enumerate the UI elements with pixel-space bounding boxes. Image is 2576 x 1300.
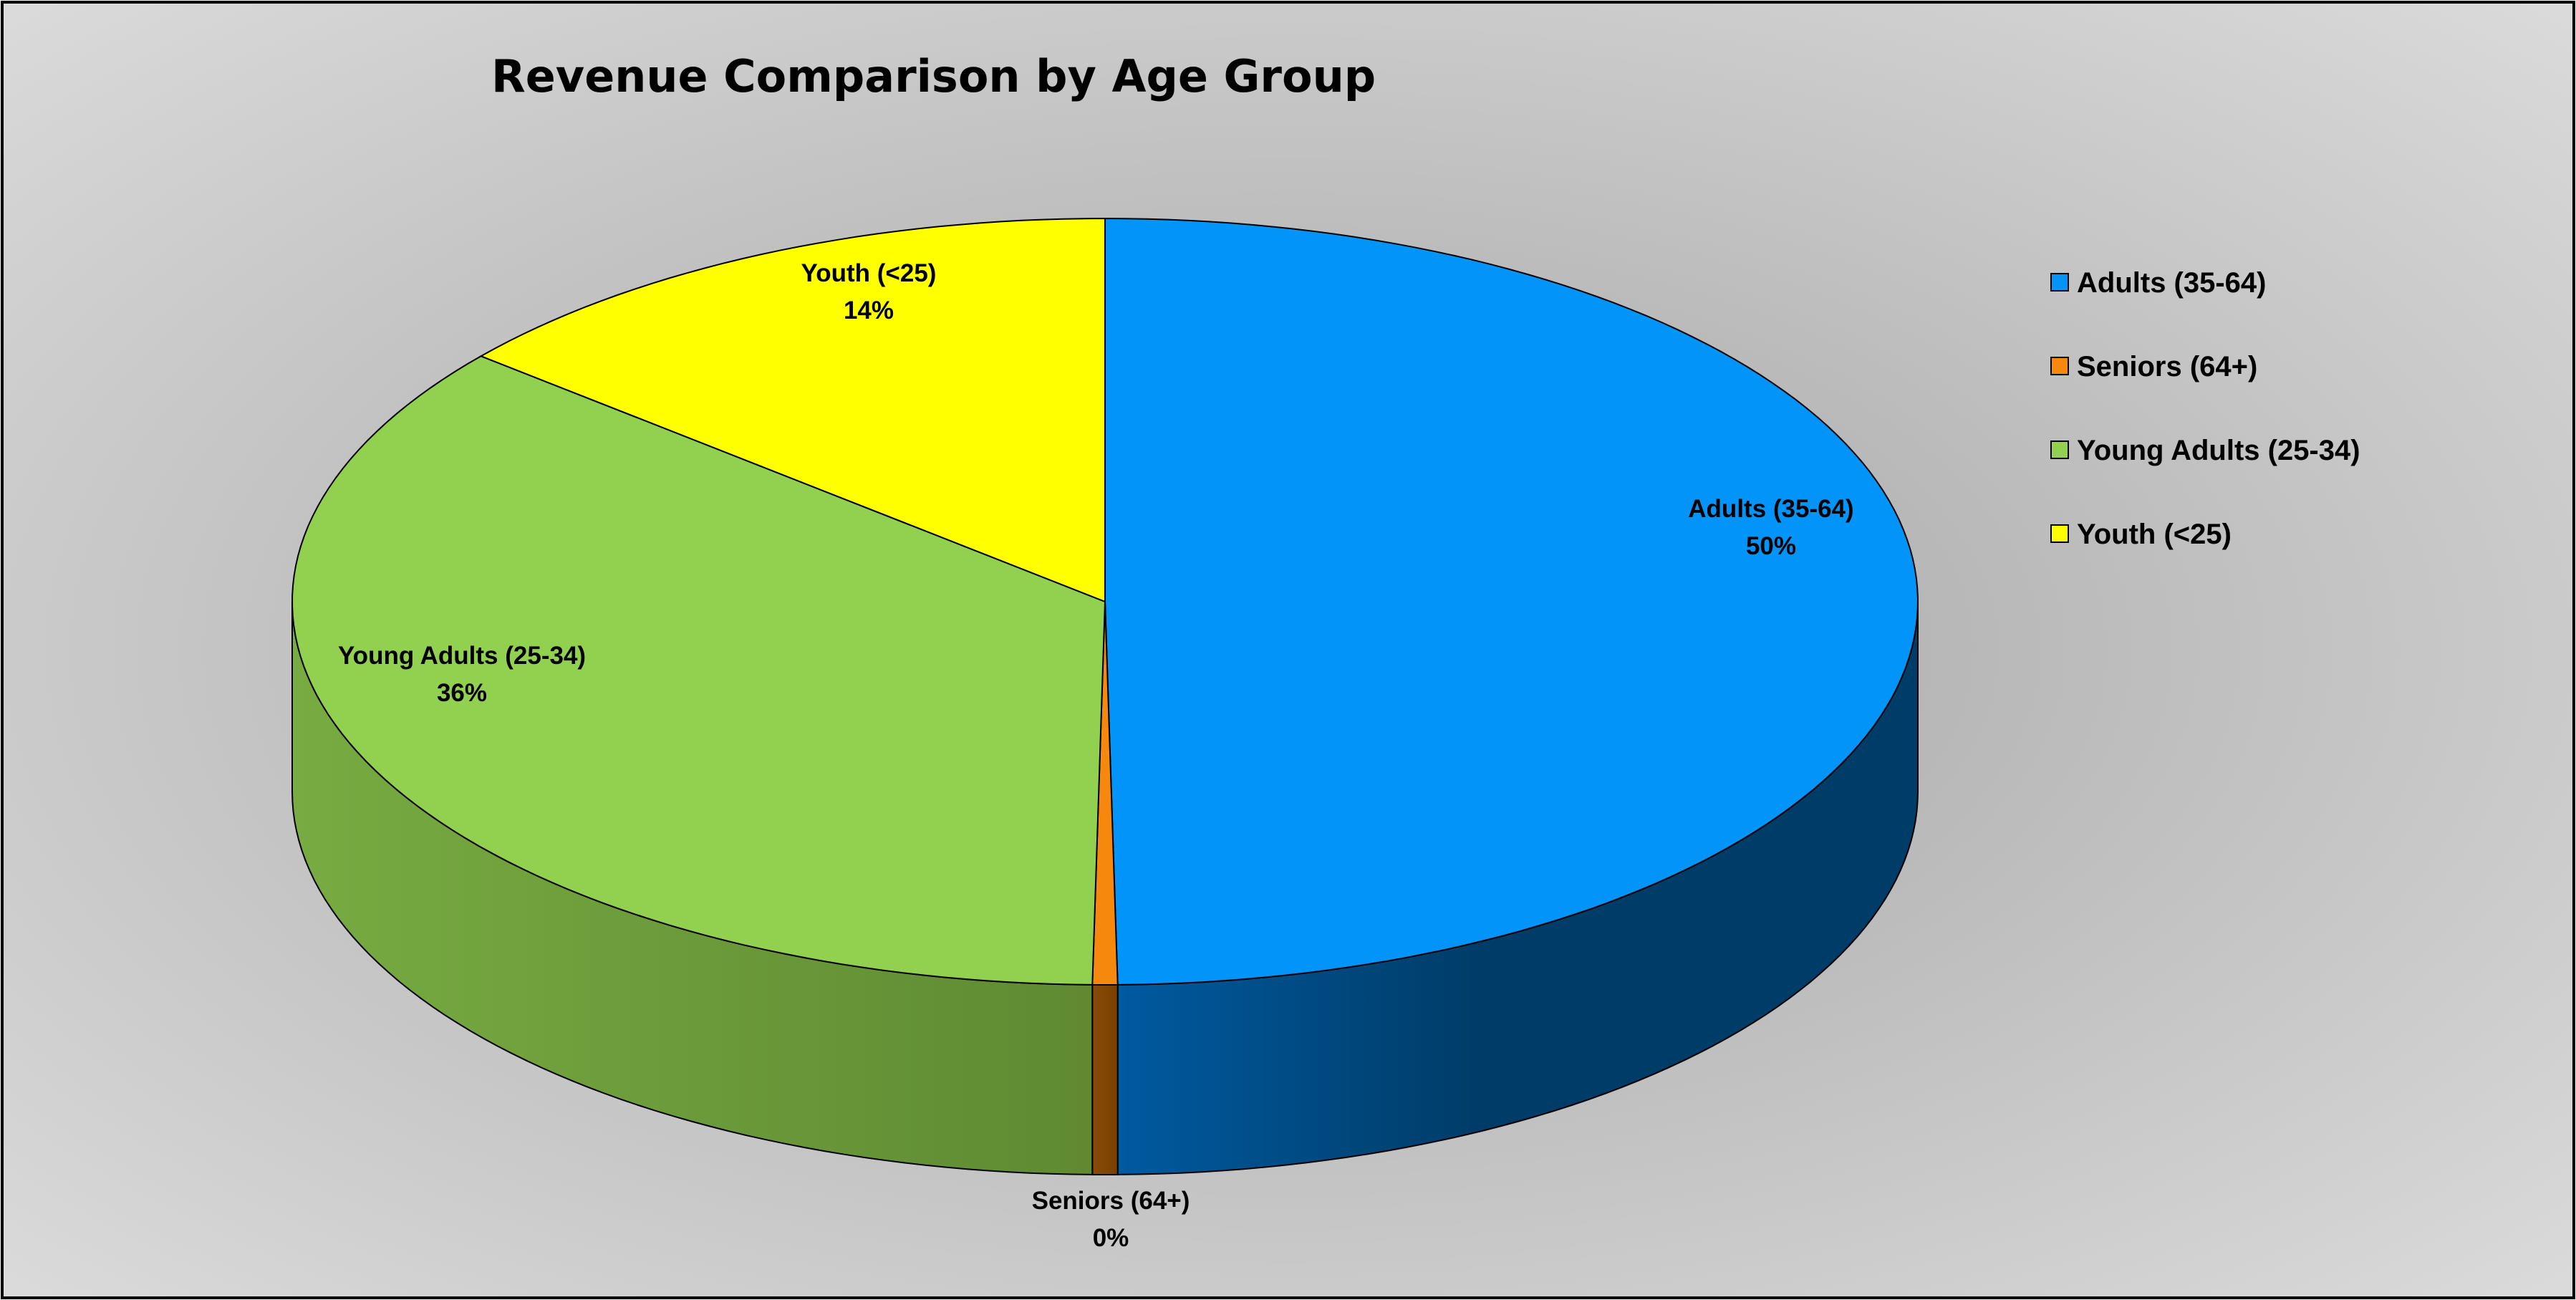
legend-swatch-adults-35-64 (2050, 273, 2069, 292)
legend-swatch-youth-25 (2050, 524, 2069, 543)
pie-slice-young-adults-25-34 (291, 355, 1106, 986)
legend-swatch-young-adults-25-34 (2050, 440, 2069, 459)
slice-labels: Adults (35-64) 50% Seniors (64+) 0% Young Ad… (338, 259, 1854, 1252)
legend-item-seniors-64: Seniors (64+) (2050, 351, 2257, 382)
slice-percent-seniors-64: 0% (1093, 1224, 1129, 1252)
chart-title: Revenue Comparison by Age Group (491, 50, 1376, 102)
legend-label-seniors-64: Seniors (64+) (2077, 351, 2257, 382)
legend-item-adults-35-64: Adults (35-64) (2050, 267, 2267, 299)
slice-label-seniors-64: Seniors (64+) (1032, 1187, 1190, 1215)
legend-label-adults-35-64: Adults (35-64) (2077, 267, 2267, 299)
slice-label-youth-25: Youth (<25) (801, 259, 937, 287)
legend-label-young-adults-25-34: Young Adults (25-34) (2077, 435, 2360, 466)
legend-item-youth-25: Youth (<25) (2050, 519, 2232, 550)
slice-label-adults-35-64: Adults (35-64) (1688, 495, 1853, 523)
slice-label-young-adults-25-34: Young Adults (25-34) (338, 642, 586, 670)
legend-item-young-adults-25-34: Young Adults (25-34) (2050, 435, 2360, 466)
legend-label-youth-25: Youth (<25) (2077, 519, 2232, 550)
pie-side-seniors-64 (1091, 983, 1119, 1175)
pie-slice-adults-35-64 (1104, 217, 1919, 986)
pie-slices (291, 217, 1919, 986)
slice-percent-young-adults-25-34: 36% (437, 679, 487, 707)
legend: Adults (35-64) Seniors (64+) Young Adults … (2050, 267, 2360, 550)
pie-slice-youth-25 (479, 217, 1106, 603)
slice-percent-youth-25: 14% (844, 297, 894, 324)
slice-percent-adults-35-64: 50% (1746, 532, 1796, 560)
legend-swatch-seniors-64 (2050, 357, 2069, 375)
